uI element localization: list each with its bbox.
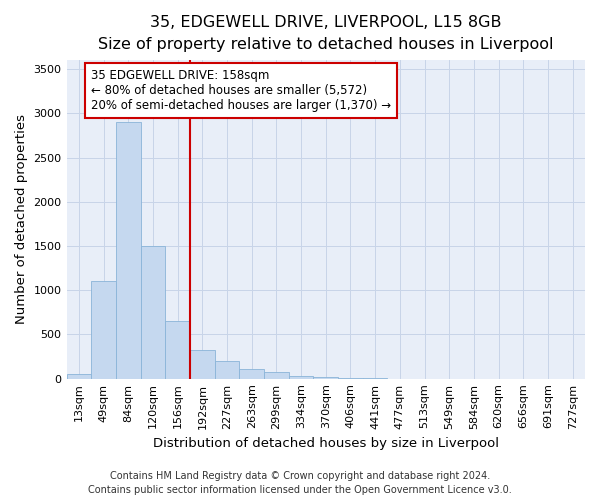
Bar [91, 282, 116, 378]
X-axis label: Distribution of detached houses by size in Liverpool: Distribution of detached houses by size … [153, 437, 499, 450]
Bar [140, 246, 165, 378]
Bar [165, 321, 190, 378]
Bar [67, 374, 91, 378]
Title: 35, EDGEWELL DRIVE, LIVERPOOL, L15 8GB
Size of property relative to detached hou: 35, EDGEWELL DRIVE, LIVERPOOL, L15 8GB S… [98, 15, 554, 52]
Bar [289, 376, 313, 378]
Bar [313, 377, 338, 378]
Bar [264, 372, 289, 378]
Bar [116, 122, 140, 378]
Y-axis label: Number of detached properties: Number of detached properties [15, 114, 28, 324]
Bar [190, 350, 215, 378]
Text: 35 EDGEWELL DRIVE: 158sqm
← 80% of detached houses are smaller (5,572)
20% of se: 35 EDGEWELL DRIVE: 158sqm ← 80% of detac… [91, 69, 391, 112]
Bar [215, 361, 239, 378]
Bar [239, 369, 264, 378]
Text: Contains HM Land Registry data © Crown copyright and database right 2024.
Contai: Contains HM Land Registry data © Crown c… [88, 471, 512, 495]
